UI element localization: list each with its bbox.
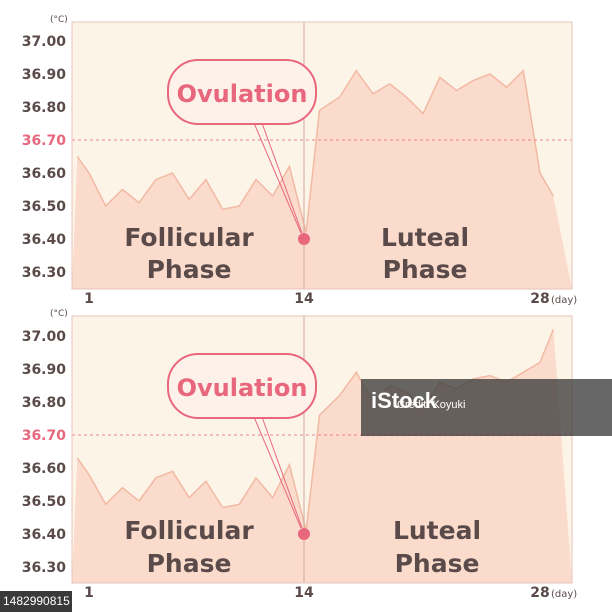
x-tick-label: 14: [294, 291, 314, 307]
y-tick-label: 37.00: [22, 34, 67, 50]
image-id-badge: [0, 591, 72, 612]
x-tick-label: 1: [84, 585, 94, 601]
follicular-phase-label: Follicular: [124, 223, 254, 252]
y-tick-label: 36.60: [22, 461, 67, 477]
x-tick-label: 28: [530, 291, 549, 307]
y-tick-label: 36.50: [22, 494, 67, 510]
y-tick-label: 36.40: [22, 232, 67, 248]
x-tick-label: 14: [294, 585, 314, 601]
y-tick-label: 36.30: [22, 265, 67, 281]
y-unit-label: (°C): [50, 15, 68, 25]
callout-pointer: [253, 416, 302, 529]
luteal-phase-label: Phase: [383, 255, 468, 284]
watermark-logo: iStock: [371, 388, 438, 413]
y-tick-label: 36.60: [22, 166, 67, 182]
x-unit-label: (day): [551, 589, 577, 600]
ovulation-callout: [167, 353, 317, 419]
y-tick-label: 36.70: [22, 428, 67, 444]
follicular-phase-label: Follicular: [124, 516, 254, 545]
y-unit-label: (°C): [50, 309, 68, 319]
luteal-phase-label: Luteal: [381, 223, 469, 252]
ovulation-label: Ovulation: [177, 374, 308, 402]
y-tick-label: 36.50: [22, 199, 67, 215]
temperature-area: [72, 70, 572, 289]
callout-pointer: [261, 122, 303, 234]
plot-frame: [71, 315, 573, 584]
watermark-overlay: [361, 379, 612, 436]
ovulation-point: [298, 528, 310, 540]
chart-panel-1: 37.00 36.90 36.80 36.70 36.60 36.50 36.40 36.30…: [22, 15, 578, 307]
y-tick-label: 37.00: [22, 329, 67, 345]
x-tick-label: 28: [530, 585, 549, 601]
x-tick-label: 1: [84, 291, 94, 307]
ovulation-callout: [167, 59, 317, 125]
ovulation-label: Ovulation: [177, 80, 308, 108]
y-tick-label: 36.90: [22, 362, 67, 378]
ovulation-point: [298, 233, 310, 245]
y-tick-label: 36.80: [22, 395, 67, 411]
callout-pointer: [253, 122, 302, 234]
temperature-line: [76, 329, 555, 531]
callout-pointer: [261, 416, 303, 529]
y-tick-label: 36.80: [22, 100, 67, 116]
luteal-phase-label: Phase: [395, 549, 480, 578]
x-unit-label: (day): [551, 295, 577, 306]
chart-panel-2: 37.00 36.90 36.80 36.70 36.60 36.50 36.40 36.30…: [22, 309, 578, 601]
image-id-text: 1482990815: [3, 594, 70, 608]
follicular-phase-label: Phase: [147, 549, 232, 578]
y-tick-label: 36.40: [22, 527, 67, 543]
follicular-phase-label: Phase: [147, 255, 232, 284]
y-tick-label: 36.90: [22, 67, 67, 83]
watermark-credit: Credit: Koyuki: [397, 399, 466, 411]
temperature-line: [76, 69, 555, 233]
y-tick-label: 36.30: [22, 560, 67, 576]
y-tick-label: 36.70: [22, 133, 67, 149]
plot-frame: [71, 21, 573, 290]
luteal-phase-label: Luteal: [393, 516, 481, 545]
